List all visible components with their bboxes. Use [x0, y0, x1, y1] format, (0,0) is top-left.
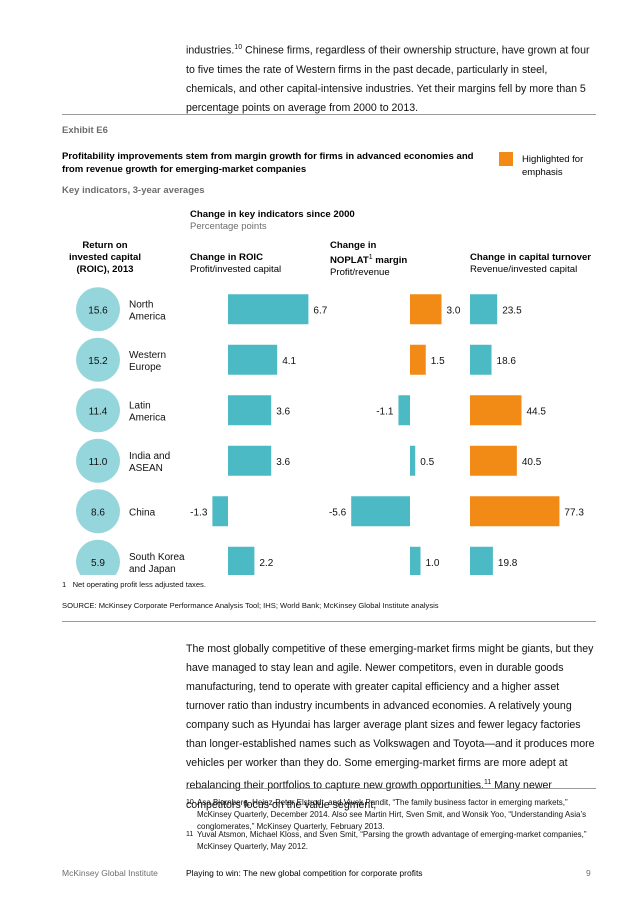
roic-value-label: 15.6	[88, 305, 108, 316]
roic-value-label: 5.9	[91, 558, 105, 569]
roic-change-header: Change in ROIC Profit/invested capital	[190, 252, 282, 275]
legend-label: Highlighted for emphasis	[522, 154, 584, 178]
data-label: 2.2	[259, 558, 273, 569]
roic-value-label: 15.2	[88, 356, 108, 367]
bar	[410, 546, 421, 575]
bar	[351, 496, 410, 527]
change-unit: Percentage points	[190, 221, 267, 232]
footnote-ref: 11	[483, 779, 492, 786]
data-label: 40.5	[522, 457, 542, 468]
footnote-ref: 10	[234, 44, 243, 51]
roic-circle	[76, 337, 120, 382]
roic-header: Return on invested capital (ROIC), 2013	[69, 240, 141, 275]
data-label: 23.5	[502, 305, 522, 316]
roic-circle	[76, 489, 120, 534]
footnote-divider	[186, 788, 596, 789]
change-header: Change in key indicators since 2000	[190, 209, 355, 220]
bar	[470, 395, 522, 426]
chart-footnote: 1 Net operating profit less adjusted tax…	[62, 580, 206, 589]
bar	[470, 294, 498, 325]
footnote-11: 11 Yuval Atsmon, Michael Kloss, and Sven…	[186, 830, 587, 851]
data-label: 1.0	[426, 558, 440, 569]
data-label: 3.0	[447, 305, 461, 316]
intro-paragraph: industries.10 Chinese firms, regardless …	[186, 44, 590, 114]
bar	[470, 546, 493, 575]
data-label: -5.6	[329, 507, 347, 518]
chart-title: Profitability improvements stem from mar…	[62, 151, 474, 175]
footnote-10: 10 Asa Bjornberg, Heinz-Peter Elstrodt, …	[186, 798, 587, 831]
category-label: South Korea and Japan	[129, 552, 185, 575]
noplat-change-header: Change in NOPLAT1 margin Profit/revenue	[330, 240, 408, 279]
data-label: 3.6	[276, 406, 290, 417]
bar	[470, 445, 517, 476]
roic-circle	[76, 388, 120, 433]
category-label: Latin America	[129, 400, 166, 423]
roic-value-label: 8.6	[91, 507, 105, 518]
bar	[228, 294, 309, 325]
roic-circle	[76, 287, 120, 332]
legend-swatch	[499, 152, 513, 166]
category-label: China	[129, 507, 156, 518]
bar	[228, 395, 272, 426]
chart-source: SOURCE: McKinsey Corporate Performance A…	[62, 601, 439, 610]
footer-page-number: 9	[586, 868, 591, 878]
body-paragraph: The most globally competitive of these e…	[186, 643, 595, 811]
data-label: 6.7	[313, 305, 327, 316]
data-label: 0.5	[420, 457, 434, 468]
data-label: 4.1	[282, 356, 296, 367]
data-label: 77.3	[564, 507, 584, 518]
roic-circle	[76, 539, 120, 575]
roic-value-label: 11.0	[89, 457, 108, 468]
bar	[212, 496, 228, 527]
bar	[410, 344, 426, 375]
bar	[410, 294, 442, 325]
data-label: 18.6	[497, 356, 517, 367]
category-label: Western Europe	[129, 350, 166, 373]
data-label: 19.8	[498, 558, 518, 569]
roic-circle	[76, 438, 120, 483]
turnover-change-header: Change in capital turnover Revenue/inves…	[470, 252, 592, 275]
data-label: 3.6	[276, 457, 290, 468]
bar-chart: 15.6 North America 6.7 3.0 23.5 15.2 Western Eur…	[76, 287, 584, 575]
data-label: -1.3	[190, 507, 208, 518]
bar	[228, 546, 255, 575]
bar	[470, 496, 560, 527]
roic-value-label: 11.4	[89, 406, 108, 417]
footer-publisher: McKinsey Global Institute	[62, 868, 158, 878]
bar	[470, 344, 492, 375]
bar	[398, 395, 410, 426]
data-label: -1.1	[376, 406, 394, 417]
chart-subtitle: Key indicators, 3-year averages	[62, 185, 205, 196]
bar	[228, 445, 272, 476]
divider-top	[62, 114, 596, 115]
data-label: 1.5	[431, 356, 445, 367]
bar	[228, 344, 278, 375]
data-label: 44.5	[526, 406, 546, 417]
bar	[410, 445, 416, 476]
exhibit-label: Exhibit E6	[62, 125, 108, 136]
category-label: India and ASEAN	[129, 451, 170, 474]
divider-bottom	[62, 621, 596, 622]
category-label: North America	[129, 299, 166, 322]
footer-report-title: Playing to win: The new global competiti…	[186, 868, 423, 878]
